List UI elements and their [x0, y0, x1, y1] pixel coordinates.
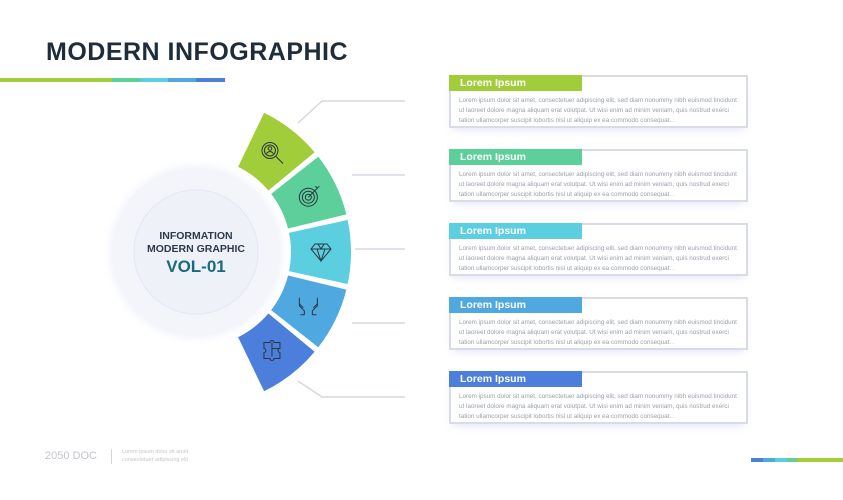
card-frame [449, 297, 748, 350]
puzzle-icon [263, 340, 281, 361]
info-card: Lorem Ipsum Lorem ipsum dolor sit amet, … [449, 75, 748, 128]
segment [268, 273, 349, 351]
color-bar-bottom [751, 458, 843, 462]
inner-circle [133, 189, 259, 315]
card-label: Lorem Ipsum [449, 149, 582, 165]
center-line-3: VOL-01 [166, 257, 226, 276]
card-text: Lorem ipsum dolor sit amet, consectetuer… [459, 97, 737, 124]
connector-line [297, 380, 405, 398]
card-frame [449, 371, 748, 424]
footer-line-1: Lorem ipsum dolor sit amet [122, 449, 189, 455]
card-top-line [582, 371, 748, 373]
card-label: Lorem Ipsum [449, 223, 582, 239]
card-top-line [582, 75, 748, 77]
hands-icon [298, 297, 318, 316]
search-user-icon [261, 141, 284, 164]
color-bar-top [0, 78, 225, 82]
info-card: Lorem Ipsum Lorem ipsum dolor sit amet, … [449, 297, 748, 350]
footer-doc: 2050 DOC [45, 450, 97, 462]
info-card: Lorem Ipsum Lorem ipsum dolor sit amet, … [449, 223, 748, 276]
card-frame [449, 149, 748, 202]
card-top-line [582, 297, 748, 299]
card-top-line [582, 223, 748, 225]
diamond-icon [310, 243, 332, 263]
connector-line [297, 100, 405, 124]
center-line-2: MODERN GRAPHIC [146, 243, 245, 255]
info-card: Lorem Ipsum Lorem ipsum dolor sit amet, … [449, 371, 748, 424]
footer-line-2: consectetuer adipiscing elit [122, 457, 189, 463]
card-top-line [582, 149, 748, 151]
card-label: Lorem Ipsum [449, 297, 582, 313]
info-card: Lorem Ipsum Lorem ipsum dolor sit amet, … [449, 149, 748, 202]
card-text: Lorem ipsum dolor sit amet, consectetuer… [459, 245, 737, 272]
target-icon [298, 185, 320, 207]
center-line-1: INFORMATION [159, 230, 233, 242]
footer-divider [111, 449, 112, 464]
segment [268, 153, 349, 231]
card-text: Lorem ipsum dolor sit amet, consectetuer… [459, 319, 737, 346]
card-label: Lorem Ipsum [449, 371, 582, 387]
card-text: Lorem ipsum dolor sit amet, consectetuer… [459, 393, 737, 420]
footer-text: Lorem ipsum dolor sit amet consectetuer … [122, 448, 188, 464]
card-label: Lorem Ipsum [449, 75, 582, 91]
card-text: Lorem ipsum dolor sit amet, consectetuer… [459, 171, 737, 198]
card-frame [449, 223, 748, 276]
center-label: INFORMATION MODERN GRAPHIC VOL-01 [136, 230, 256, 278]
segment [286, 217, 353, 287]
segment [235, 310, 318, 394]
segment [235, 110, 318, 194]
card-frame [449, 75, 748, 128]
page-title: MODERN INFOGRAPHIC [46, 38, 349, 66]
